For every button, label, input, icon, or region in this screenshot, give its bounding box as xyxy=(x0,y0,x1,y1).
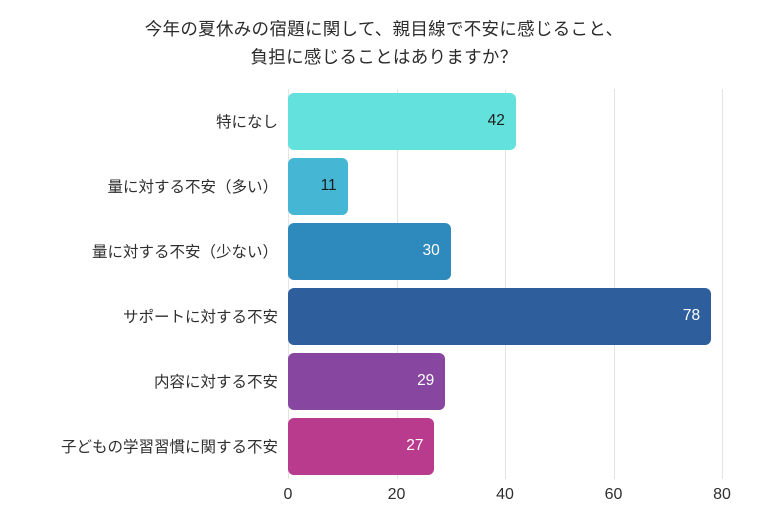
bar: 78 xyxy=(288,287,712,345)
value-label: 27 xyxy=(406,437,424,455)
bar: 42 xyxy=(288,92,516,150)
plot-area: 特になし 42 量に対する不安（多い） 11 量に対する不安（少ない） 30 xyxy=(0,88,768,479)
bar-track: 30 xyxy=(288,222,722,280)
category-label: 内容に対する不安 xyxy=(153,374,278,392)
bar-track: 29 xyxy=(288,352,722,410)
x-axis: 0 20 40 60 80 xyxy=(284,479,731,511)
category-label: 子どもの学習習慣に関する不安 xyxy=(60,439,278,457)
gridlines xyxy=(288,88,723,479)
bar-row: 特になし 42 xyxy=(0,89,768,154)
gridline-20 xyxy=(396,88,398,479)
bar-track: 11 xyxy=(288,157,722,215)
x-axis-tick: 0 xyxy=(283,485,293,503)
value-label: 11 xyxy=(320,177,337,195)
bar-row: 量に対する不安（多い） 11 xyxy=(0,154,768,219)
chart-title-line2: 負担に感じることはありますか？ xyxy=(250,47,518,68)
value-label: 30 xyxy=(422,242,440,260)
bar-row: 子どもの学習習慣に関する不安 27 xyxy=(0,414,768,479)
gridline-0 xyxy=(288,88,289,479)
bar-row: サポートに対する不安 78 xyxy=(0,284,768,349)
bar-row: 内容に対する不安 29 xyxy=(0,349,768,414)
bar: 27 xyxy=(288,417,435,475)
chart-title: 今年の夏休みの宿題に関して、親目線で不安に感じること、 負担に感じることはありま… xyxy=(0,0,768,72)
bar-track: 78 xyxy=(288,287,722,345)
bar-track: 27 xyxy=(288,417,722,475)
x-axis-tick: 20 xyxy=(387,485,406,503)
category-label: 量に対する不安（少ない） xyxy=(91,244,278,262)
bar: 30 xyxy=(288,222,451,280)
value-label: 42 xyxy=(487,112,505,130)
bar: 11 xyxy=(288,157,348,215)
bar: 29 xyxy=(288,352,446,410)
bar-row: 量に対する不安（少ない） 30 xyxy=(0,219,768,284)
x-axis-tick: 40 xyxy=(496,485,514,503)
gridline-80 xyxy=(722,88,723,479)
category-label: サポートに対する不安 xyxy=(122,309,278,327)
bar-track: 42 xyxy=(288,92,722,150)
category-label: 特になし xyxy=(215,114,278,132)
gridline-60 xyxy=(613,88,615,479)
category-label: 量に対する不安（多い） xyxy=(107,179,278,197)
gridline-40 xyxy=(505,88,506,479)
value-label: 78 xyxy=(682,307,701,325)
x-axis-tick: 60 xyxy=(604,485,623,503)
value-label: 29 xyxy=(417,372,435,390)
x-axis-tick: 80 xyxy=(713,485,731,503)
chart-title-line1: 今年の夏休みの宿題に関して、親目線で不安に感じること、 xyxy=(144,19,624,39)
